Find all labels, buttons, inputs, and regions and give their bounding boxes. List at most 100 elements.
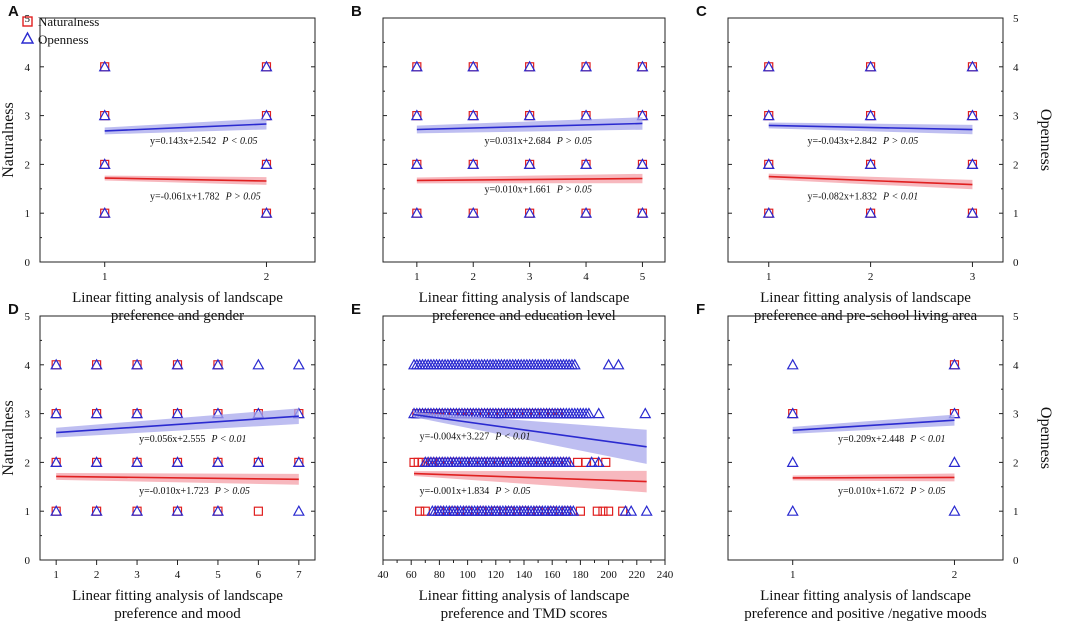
legend-openness-label: Openness: [38, 32, 89, 47]
fit-line-openness: [416, 122, 643, 131]
openness-point: [636, 158, 649, 169]
naturalness-point: [253, 506, 263, 516]
x-tick-label: 5: [215, 569, 221, 581]
openness-point: [948, 358, 961, 370]
openness-point: [864, 206, 877, 218]
openness-point: [211, 504, 224, 516]
openness-point: [98, 158, 111, 169]
openness-point: [786, 407, 799, 419]
x-tick-label: 2: [264, 271, 270, 283]
equation-text: y=-0.004x+3.227: [420, 431, 490, 442]
y-tick-label: 2: [25, 159, 31, 171]
confidence-band-openness: [104, 118, 267, 135]
y-tick-label: 3: [25, 111, 31, 123]
confidence-band-openness: [56, 408, 299, 438]
openness-point: [410, 60, 423, 72]
openness-point: [523, 158, 536, 169]
x-tick-label: 2: [868, 271, 874, 283]
naturalness-point: [598, 506, 608, 516]
fit-line-naturalness: [56, 475, 299, 481]
openness-point: [602, 358, 615, 370]
y-tick-label-right: 1: [1013, 208, 1019, 220]
openness-point: [50, 407, 63, 419]
equation-text: y=0.209x+2.448: [838, 434, 904, 445]
fit-line-naturalness: [104, 177, 267, 182]
openness-point: [864, 109, 877, 121]
openness-point: [211, 358, 224, 370]
openness-point: [580, 206, 593, 218]
equation-naturalness: y=-0.010x+1.723 P > 0.05: [139, 486, 250, 497]
x-tick-label: 2: [94, 569, 100, 581]
openness-point: [410, 158, 423, 169]
openness-point: [131, 456, 144, 467]
panel-a: A 0 1 2 3 4 5 1 2 Linear fitting analysis of land…: [0, 3, 316, 324]
x-tick-label: 1: [53, 569, 59, 581]
openness-point: [467, 206, 480, 218]
openness-point: [523, 109, 536, 121]
openness-point: [211, 456, 224, 467]
y-tick-label: 5: [25, 13, 31, 25]
openness-point: [762, 158, 775, 169]
p-value-text: P < 0.01: [210, 434, 246, 445]
p-value-text: P > 0.05: [214, 486, 250, 497]
x-tick-label: 6: [256, 569, 262, 581]
openness-point: [762, 60, 775, 72]
openness-point: [131, 358, 144, 370]
panel-d: D 0 1 2 3 4 5 1 2 3 4 5 6 7 Linear fitting analysis of…: [0, 301, 316, 622]
x-axis-label: Linear fitting analysis of landscape: [419, 290, 630, 306]
fit-line-naturalness: [416, 177, 643, 182]
openness-point: [50, 456, 63, 467]
y-tick-label-right: 0: [1013, 555, 1019, 567]
openness-point: [292, 358, 305, 370]
x-tick-label: 200: [600, 569, 617, 581]
x-axis-label: Linear fitting analysis of landscape: [760, 588, 971, 604]
panel-letter: E: [351, 301, 361, 318]
p-value-text: P > 0.05: [909, 486, 945, 497]
equation-text: y=-0.010x+1.723: [139, 486, 209, 497]
naturalness-point: [603, 506, 614, 516]
naturalness-point: [572, 457, 583, 467]
openness-point: [966, 60, 979, 72]
openness-point: [636, 206, 649, 218]
openness-point: [625, 504, 638, 516]
y-tick-label: 3: [25, 409, 31, 421]
p-value-text: P < 0.01: [882, 192, 918, 203]
equation-naturalness: y=-0.001x+1.834 P > 0.05: [420, 486, 531, 497]
x-axis-label: Linear fitting analysis of landscape: [760, 290, 971, 306]
fit-line-naturalness: [413, 472, 647, 483]
y-tick-label: 4: [25, 360, 31, 372]
equation-text: y=-0.001x+1.834: [420, 486, 490, 497]
openness-point: [90, 456, 103, 467]
x-tick-label: 3: [527, 271, 533, 283]
openness-point: [567, 504, 580, 516]
x-tick-label: 1: [102, 271, 108, 283]
y-tick-label: 2: [25, 457, 31, 469]
panel-letter: F: [696, 301, 705, 318]
confidence-band-openness: [792, 414, 955, 434]
openness-point: [467, 60, 480, 72]
p-value-text: P > 0.05: [494, 486, 530, 497]
equation-openness: y=0.143x+2.542 P < 0.05: [150, 136, 257, 147]
fit-line-naturalness: [768, 175, 973, 186]
fit-line-openness: [413, 413, 647, 448]
openness-point: [585, 456, 598, 467]
y-tick-label: 1: [25, 208, 31, 220]
openness-point: [636, 60, 649, 72]
openness-point: [786, 456, 799, 467]
x-tick-label: 100: [459, 569, 476, 581]
legend: Naturalness Openness: [20, 14, 99, 47]
p-value-text: P > 0.05: [556, 136, 592, 147]
openness-point: [563, 456, 576, 467]
x-tick-label: 2: [470, 271, 476, 283]
p-value-text: P < 0.01: [909, 434, 945, 445]
x-tick-label: 140: [516, 569, 533, 581]
equation-text: y=-0.061x+1.782: [150, 192, 220, 203]
legend-naturalness-marker: [22, 16, 33, 27]
y-tick-label-right: 2: [1013, 159, 1019, 171]
fit-line-openness: [104, 123, 267, 132]
openness-point: [762, 206, 775, 218]
x-tick-label: 3: [134, 569, 140, 581]
openness-point: [948, 456, 961, 467]
equation-text: y=0.143x+2.542: [150, 136, 216, 147]
